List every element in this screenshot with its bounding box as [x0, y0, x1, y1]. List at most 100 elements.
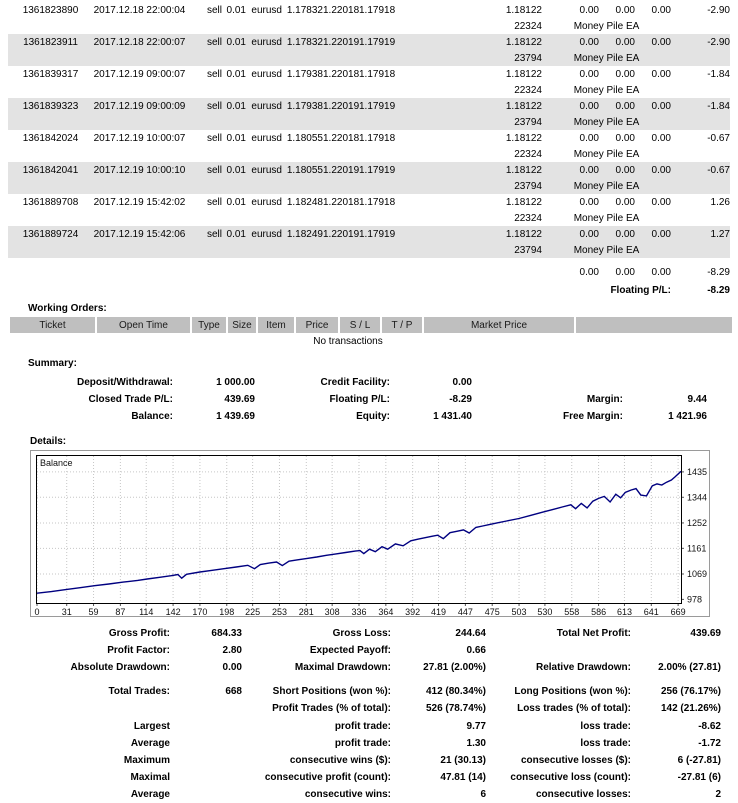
stat-value: 2 [715, 789, 721, 800]
cell-item: eurusd [246, 34, 282, 50]
stat-value: 142 (21.26%) [660, 703, 721, 714]
cell-open-price: 1.18248 [286, 196, 323, 208]
stat-row: Total Trades: 668 Short Positions (won %):… [0, 686, 738, 700]
stat-label: profit trade: [334, 738, 391, 749]
cell-type: sell [206, 196, 222, 208]
trade-subrow: 22324 Money Pile EA [8, 82, 730, 98]
no-transactions-text: No transactions [313, 336, 383, 347]
cell-commission: 0.00 [542, 34, 599, 50]
cell-ticket: 1361889708 [22, 196, 79, 208]
cell-taxes: 0.00 [615, 68, 635, 80]
x-axis-label: 170 [192, 607, 207, 616]
cell-open-price: 1.17938 [286, 68, 323, 80]
cell-item: eurusd [246, 226, 282, 242]
cell-commission: 0.00 [579, 4, 599, 16]
trade-row: 1361823890 2017.12.18 22:00:04 sell 0.01 eur… [8, 2, 730, 18]
cell-profit: 1.26 [710, 196, 730, 208]
cell-open-time: 2017.12.19 09:00:07 [93, 68, 186, 80]
stat-row: Maximum consecutive wins ($): 21 (30.13) co… [0, 755, 738, 769]
stat-label: Average [130, 789, 170, 800]
working-orders-header-cell: S / L [340, 317, 380, 333]
trade-row: 1361823911 2017.12.18 22:00:07 sell 0.01 eur… [8, 34, 730, 50]
cell-comment: Money Pile EA [542, 242, 671, 258]
trade-row: 1361889724 2017.12.19 15:42:06 sell 0.01 eur… [8, 226, 730, 242]
stat-row: Average profit trade: 1.30 loss trade: -1.72 [0, 738, 738, 752]
cell-size: 0.01 [222, 98, 246, 114]
cell-commission: 0.00 [542, 226, 599, 242]
stat-label: consecutive wins ($): [289, 755, 391, 766]
cell-empty [671, 82, 730, 98]
stat-row: Gross Profit: 684.33 Gross Loss: 244.64 Tota… [0, 628, 738, 642]
cell-close-time [395, 130, 494, 146]
stat-label: Maximal [130, 772, 170, 783]
balance-chart-panel: Balance 0 31 59 87 114 142 170 198 225 253 281 308 33… [30, 450, 710, 617]
y-axis-label: 1161 [687, 543, 706, 553]
stat-label: Profit Factor: [107, 645, 170, 656]
cell-swap: 0.00 [635, 226, 671, 242]
cell-open-time: 2017.12.18 22:00:04 [93, 4, 186, 16]
cell-type: sell [206, 68, 222, 80]
summary-row: Closed Trade P/L: 439.69 Floating P/L: -8.2… [0, 394, 738, 408]
cell-profit: 1.27 [671, 226, 730, 242]
cell-magic-number: 22324 [514, 212, 542, 224]
cell-magic-number: 23794 [494, 50, 542, 66]
summary-label: Free Margin: [562, 411, 623, 422]
cell-swap: 0.00 [635, 98, 671, 114]
cell-empty [8, 210, 494, 226]
cell-comment: Money Pile EA [573, 148, 640, 160]
cell-size: 0.01 [226, 132, 246, 144]
cell-profit: -2.90 [707, 4, 730, 16]
trade-row: 1361839317 2017.12.19 09:00:07 sell 0.01 eur… [8, 66, 730, 82]
cell-stop-loss: 1.22019 [323, 226, 359, 242]
cell-swap: 0.00 [635, 34, 671, 50]
stat-row: Profit Trades (% of total): 526 (78.74%) L… [0, 703, 738, 717]
cell-empty [8, 18, 494, 34]
stat-value: 9.77 [466, 721, 486, 732]
cell-stop-loss: 1.22018 [323, 132, 359, 144]
x-axis-label: 613 [617, 607, 632, 616]
cell-open-time: 2017.12.19 10:00:07 [93, 132, 186, 144]
summary-label: Deposit/Withdrawal: [76, 377, 173, 388]
cell-open-time: 2017.12.19 09:00:09 [93, 98, 186, 114]
cell-take-profit: 1.17918 [359, 196, 395, 208]
cell-empty [671, 242, 730, 258]
cell-empty [8, 82, 494, 98]
x-axis-label: 530 [537, 607, 552, 616]
cell-type: sell [206, 132, 222, 144]
summary-label: Closed Trade P/L: [88, 394, 173, 405]
trade-row: 1361839323 2017.12.19 09:00:09 sell 0.01 eur… [8, 98, 730, 114]
cell-profit: -0.67 [707, 132, 730, 144]
cell-close-time [395, 98, 494, 114]
stat-value: 668 [225, 686, 242, 697]
summary-value: 0.00 [452, 377, 472, 388]
cell-empty [8, 114, 494, 130]
cell-take-profit: 1.17919 [359, 34, 395, 50]
cell-stop-loss: 1.22018 [323, 68, 359, 80]
y-axis-label: 1252 [687, 518, 707, 528]
summary-label: Margin: [586, 394, 623, 405]
summary-title: Summary: [28, 358, 77, 369]
stat-value: 1.30 [466, 738, 486, 749]
x-axis-label: 308 [325, 607, 340, 616]
stat-value: -8.62 [698, 721, 721, 732]
stat-value: 6 (-27.81) [677, 755, 721, 766]
cell-ticket: 1361839317 [22, 68, 79, 80]
cell-empty [8, 242, 494, 258]
x-axis-label: 419 [431, 607, 446, 616]
stat-label: Maximum [123, 755, 170, 766]
stat-row: Absolute Drawdown: 0.00 Maximal Drawdown: 2… [0, 662, 738, 676]
summary-value: 1 431.40 [433, 411, 472, 422]
stat-value: -1.72 [698, 738, 721, 749]
working-orders-header-cell: Open Time [97, 317, 190, 333]
stat-label: loss trade: [580, 721, 631, 732]
cell-commission: 0.00 [542, 98, 599, 114]
stat-row: Average consecutive wins: 6 consecutive los… [0, 789, 738, 803]
trade-row: 1361842024 2017.12.19 10:00:07 sell 0.01 eur… [8, 130, 730, 146]
stat-value: -27.81 (6) [677, 772, 721, 783]
summary-value: 439.69 [224, 394, 255, 405]
cell-open-price: 1.17832 [286, 4, 323, 16]
cell-profit: -2.90 [671, 34, 730, 50]
cell-size: 0.01 [222, 226, 246, 242]
cell-open-price: 1.17832 [282, 34, 323, 50]
